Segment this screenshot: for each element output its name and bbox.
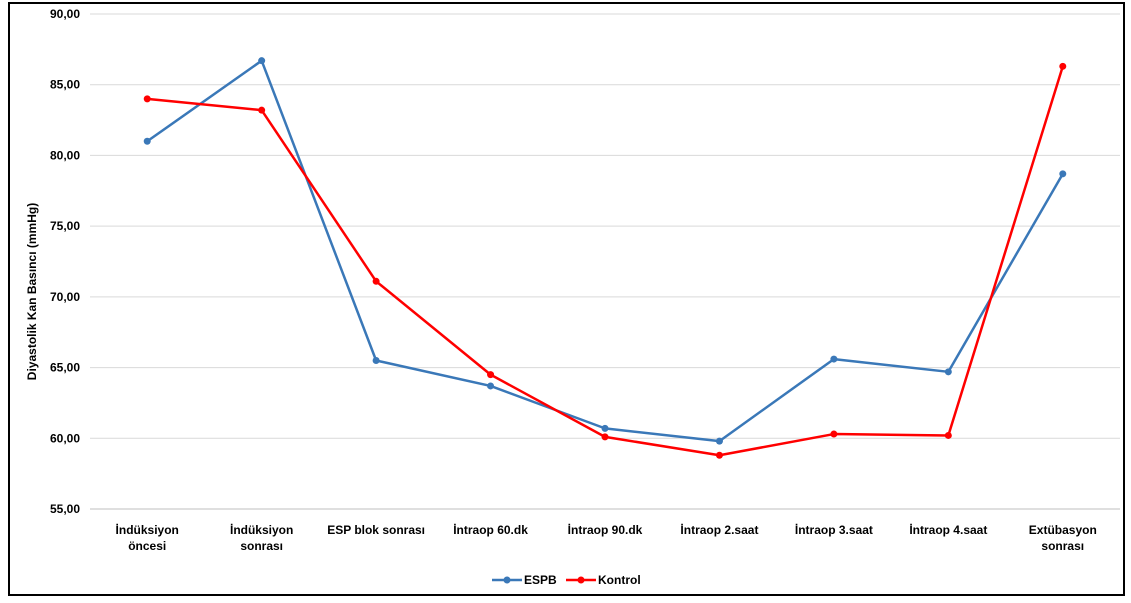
y-tick-label: 75,00	[50, 219, 80, 233]
y-tick-label: 85,00	[50, 78, 80, 92]
x-tick-label: ESP blok sonrası	[327, 523, 425, 537]
x-tick-label: İntraop 90.dk	[568, 522, 643, 537]
x-tick-label: İntraop 60.dk	[453, 522, 528, 537]
x-tick-label: sonrası	[1041, 539, 1084, 553]
data-point	[830, 430, 838, 438]
data-point	[143, 137, 151, 145]
data-point	[601, 424, 609, 432]
data-point	[143, 95, 151, 103]
series-line-kontrol	[147, 65, 1064, 457]
data-point	[944, 368, 952, 376]
data-point	[944, 431, 952, 439]
x-tick-label: öncesi	[128, 539, 166, 553]
data-point	[487, 382, 495, 390]
series-espb	[143, 57, 1067, 445]
data-point	[258, 106, 266, 114]
y-axis-ticks: 55,00 60,00 65,00 70,00 75,00 80,00 85,00 90,00	[50, 7, 80, 516]
data-point	[601, 433, 609, 441]
series-group	[143, 57, 1067, 459]
y-tick-label: 55,00	[50, 502, 80, 516]
data-point	[487, 371, 495, 379]
x-tick-label: İntraop 2.saat	[680, 522, 758, 537]
data-point	[1059, 170, 1067, 178]
y-tick-label: 65,00	[50, 361, 80, 375]
legend-item-espb: ESPB	[492, 573, 557, 587]
data-point	[715, 437, 723, 445]
x-tick-label: İntraop 3.saat	[795, 522, 873, 537]
y-axis-title: Diyastolik Kan Basıncı (mmHg)	[25, 203, 39, 380]
data-point	[715, 451, 723, 459]
x-tick-label: Extübasyon	[1029, 523, 1097, 537]
legend-label: Kontrol	[598, 573, 641, 587]
x-tick-label: İndüksiyon	[230, 522, 293, 537]
y-tick-label: 60,00	[50, 431, 80, 445]
series-kontrol	[143, 62, 1067, 459]
data-point	[372, 357, 380, 364]
legend-label: ESPB	[524, 573, 557, 587]
legend-swatch-marker	[503, 576, 511, 584]
series-line-espb	[146, 59, 1064, 443]
y-tick-label: 80,00	[50, 148, 80, 162]
data-point	[258, 57, 266, 65]
x-tick-label: sonrası	[240, 539, 283, 553]
x-tick-label: İntraop 4.saat	[909, 522, 987, 537]
data-point	[1059, 62, 1067, 70]
x-axis-ticks: İndüksiyon öncesi İndüksiyon sonrası ESP blo…	[116, 522, 1097, 553]
chart-frame	[8, 2, 1125, 596]
legend-item-kontrol: Kontrol	[566, 573, 641, 587]
legend: ESPB Kontrol	[492, 573, 641, 587]
data-point	[830, 355, 838, 363]
x-tick-label: İndüksiyon	[116, 522, 179, 537]
y-tick-label: 70,00	[50, 290, 80, 304]
legend-swatch-marker	[577, 576, 585, 584]
data-point	[372, 277, 380, 285]
y-tick-label: 90,00	[50, 7, 80, 21]
